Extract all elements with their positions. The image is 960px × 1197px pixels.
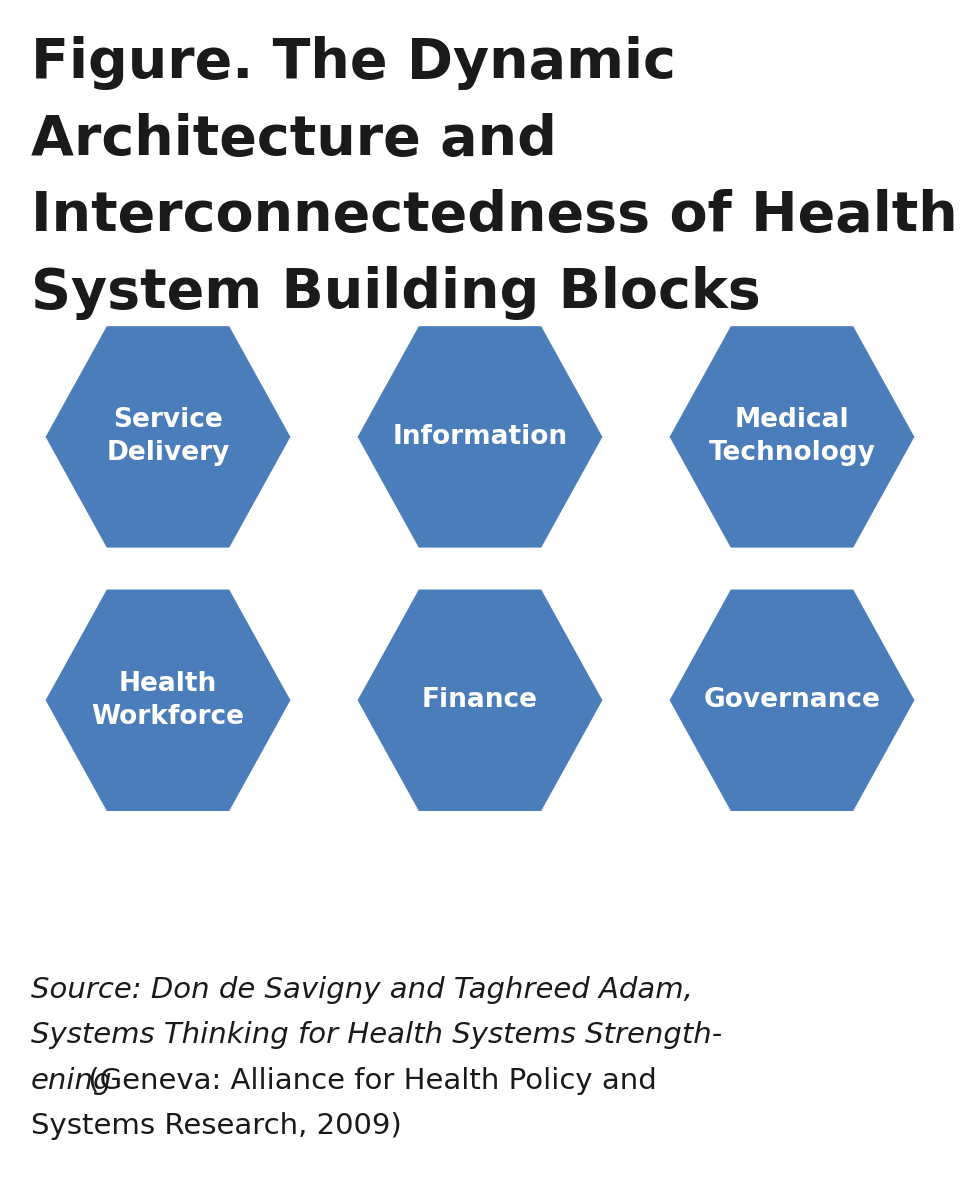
Text: Information: Information bbox=[393, 424, 567, 450]
Text: Governance: Governance bbox=[704, 687, 880, 713]
Text: ening: ening bbox=[31, 1067, 112, 1094]
Text: Source: Don de Savigny and Taghreed Adam,: Source: Don de Savigny and Taghreed Adam… bbox=[31, 976, 692, 1003]
Text: Interconnectedness of Health: Interconnectedness of Health bbox=[31, 189, 957, 243]
Polygon shape bbox=[357, 590, 603, 812]
Text: Service
Delivery: Service Delivery bbox=[107, 407, 229, 467]
Text: Figure. The Dynamic: Figure. The Dynamic bbox=[31, 36, 676, 90]
Text: Health
Workforce: Health Workforce bbox=[91, 670, 245, 730]
Text: Medical
Technology: Medical Technology bbox=[708, 407, 876, 467]
Text: Architecture and: Architecture and bbox=[31, 113, 557, 166]
Text: (Geneva: Alliance for Health Policy and: (Geneva: Alliance for Health Policy and bbox=[79, 1067, 657, 1094]
Text: Systems Research, 2009): Systems Research, 2009) bbox=[31, 1112, 401, 1140]
Polygon shape bbox=[357, 327, 603, 548]
Polygon shape bbox=[45, 590, 290, 812]
Polygon shape bbox=[45, 327, 290, 548]
Polygon shape bbox=[670, 327, 914, 548]
Text: Finance: Finance bbox=[422, 687, 538, 713]
Text: System Building Blocks: System Building Blocks bbox=[31, 266, 760, 320]
Text: Systems Thinking for Health Systems Strength-: Systems Thinking for Health Systems Stre… bbox=[31, 1021, 722, 1049]
Polygon shape bbox=[670, 590, 914, 812]
